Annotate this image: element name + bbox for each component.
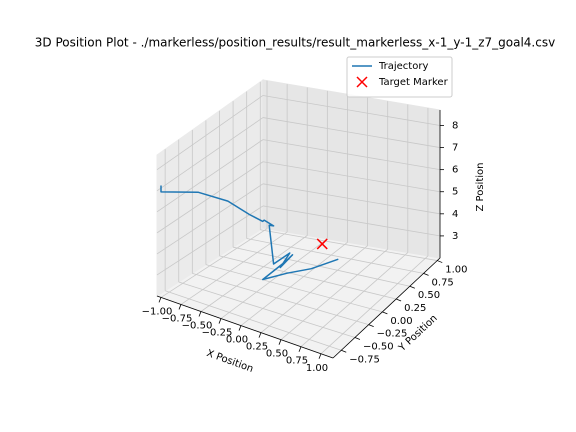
x-tick	[218, 318, 222, 324]
x-axis-line	[156, 295, 334, 359]
y-tick-label: −0.50	[363, 341, 394, 352]
x-grid-line	[260, 245, 368, 333]
z-tick-label: 5	[452, 187, 458, 198]
x-tick	[178, 304, 182, 310]
z-grid-line	[262, 95, 441, 126]
y-grid-line	[246, 238, 424, 274]
x-grid-line	[180, 231, 288, 305]
z-grid-line	[156, 139, 264, 213]
x-grid-line	[220, 238, 328, 319]
x-tick-label: 0.25	[246, 342, 268, 353]
x-tick-label: −0.25	[202, 328, 233, 339]
x-grid-line	[300, 252, 409, 348]
z-tick-label: 7	[452, 143, 458, 154]
x-tick-label: −1.00	[142, 306, 173, 317]
y-tick	[341, 349, 347, 353]
chart-title: 3D Position Plot - ./markerless/position…	[35, 36, 555, 50]
z-tick-label: 4	[452, 209, 458, 220]
legend-marker	[356, 76, 368, 88]
y-tick	[354, 337, 361, 340]
x-tick	[258, 332, 262, 338]
z-grid-line	[156, 117, 264, 192]
legend: Trajectory Target Marker	[346, 56, 453, 98]
z-grid-line	[262, 161, 441, 193]
legend-box	[346, 56, 453, 98]
z-grid-line	[156, 95, 264, 171]
z-grid-line	[262, 183, 441, 215]
y-tick-label: −0.75	[349, 354, 380, 365]
y-tick	[423, 273, 429, 276]
y-tick-label: 0.25	[404, 303, 426, 314]
x-tick-label: 0.50	[266, 349, 288, 360]
y-grid-line	[192, 272, 369, 326]
x-tick-label: −0.50	[182, 321, 213, 332]
y-grid-line	[260, 229, 438, 261]
x-grid-line	[280, 248, 388, 340]
x-tick	[298, 346, 302, 352]
y-tick	[395, 298, 402, 302]
x-tick-label: 1.00	[306, 363, 328, 374]
y-tick-label: −0.25	[377, 329, 408, 340]
x-tick	[318, 353, 322, 359]
marks	[160, 185, 339, 281]
y-grid-line	[178, 281, 356, 338]
z-grid-line	[262, 205, 441, 237]
y-grid-line	[165, 290, 342, 351]
y-tick	[368, 324, 374, 328]
grid	[156, 80, 441, 355]
z-tick-label: 3	[452, 231, 458, 242]
y-grid-line	[233, 246, 410, 287]
y-tick-label: 0.50	[418, 290, 440, 301]
x-grid-line	[240, 242, 348, 326]
y-tick-label: 1.00	[445, 265, 467, 276]
y-tick-label: 0.75	[432, 277, 454, 288]
x-grid-line	[320, 255, 429, 355]
x-tick	[278, 339, 282, 345]
y-grid-line	[205, 264, 383, 313]
x-tick	[238, 325, 242, 331]
x-tick-label: 0.75	[286, 356, 308, 367]
y-grid-line	[219, 255, 397, 300]
x-tick-label: 0.00	[226, 335, 248, 346]
z-grid-line	[156, 205, 264, 276]
trajectory	[160, 185, 339, 281]
target-marker	[316, 238, 328, 250]
z-grid-line	[262, 117, 441, 148]
z-grid-line	[156, 161, 264, 234]
y-tick	[409, 285, 415, 289]
legend-label: Target Marker	[378, 77, 449, 88]
x-tick	[158, 297, 162, 303]
z-grid-line	[262, 139, 441, 171]
z-tick-label: 6	[452, 165, 458, 176]
legend-label: Trajectory	[378, 61, 428, 72]
x-tick-label: −0.75	[162, 313, 193, 324]
y-tick-label: 0.00	[390, 316, 412, 327]
x-tick	[198, 311, 202, 317]
x-grid-line	[200, 235, 308, 312]
y-tick	[382, 311, 388, 315]
z-grid-line	[156, 183, 264, 255]
y-axis-line	[332, 257, 441, 359]
z-tick-label: 8	[452, 120, 458, 131]
y-tick	[437, 260, 443, 263]
x-grid-line	[160, 228, 268, 298]
z-axis-label: Z Position	[475, 163, 486, 212]
